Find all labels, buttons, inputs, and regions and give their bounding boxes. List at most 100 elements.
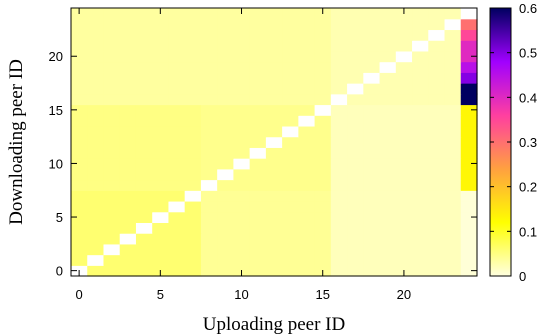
heatmap-cell [331, 19, 348, 30]
heatmap-cell [428, 169, 445, 180]
heatmap-cell [380, 40, 397, 51]
heatmap-cell [87, 29, 104, 40]
heatmap-cell [315, 104, 332, 115]
heatmap-cell [217, 104, 234, 115]
heatmap-cell [152, 190, 169, 201]
heatmap-cell [233, 19, 250, 30]
heatmap-cell [445, 265, 462, 276]
heatmap-cell [461, 94, 478, 105]
heatmap-cell [315, 29, 332, 40]
y-tick-label: 0 [56, 264, 63, 279]
heatmap-cell [412, 94, 429, 105]
heatmap-cell [461, 72, 478, 83]
heatmap-cell [217, 19, 234, 30]
heatmap-cell [363, 104, 380, 115]
heatmap-cell [168, 104, 185, 115]
heatmap-cell [396, 83, 413, 94]
heatmap-cell [233, 94, 250, 105]
heatmap-cell [233, 169, 250, 180]
heatmap-cell [428, 126, 445, 137]
heatmap-cell [428, 212, 445, 223]
heatmap-cell [120, 147, 137, 158]
heatmap-cell [331, 126, 348, 137]
heatmap-cell [266, 255, 283, 266]
heatmap-cell [120, 62, 137, 73]
heatmap-cell [233, 40, 250, 51]
heatmap-cell [428, 233, 445, 244]
heatmap-cell [412, 212, 429, 223]
heatmap-cell [185, 126, 202, 137]
heatmap-cell [380, 104, 397, 115]
heatmap-cell [266, 233, 283, 244]
heatmap-cell [71, 169, 88, 180]
heatmap-cell [282, 180, 299, 191]
heatmap-cell [363, 169, 380, 180]
heatmap-cell [461, 147, 478, 158]
heatmap-cell [315, 62, 332, 73]
heatmap-cell [266, 72, 283, 83]
heatmap-cell [136, 158, 153, 169]
heatmap-cell [331, 115, 348, 126]
heatmap-cell [282, 51, 299, 62]
heatmap-cell [152, 62, 169, 73]
heatmap-cell [412, 147, 429, 158]
heatmap-cell [363, 212, 380, 223]
heatmap-cell [87, 201, 104, 212]
heatmap-cell [266, 190, 283, 201]
heatmap-cell [152, 19, 169, 30]
heatmap-cell [233, 180, 250, 191]
heatmap-cell [217, 222, 234, 233]
heatmap-cell [331, 72, 348, 83]
heatmap-cell [185, 244, 202, 255]
heatmap-cell [136, 51, 153, 62]
heatmap-cell [445, 51, 462, 62]
heatmap-cell [298, 180, 315, 191]
heatmap-cell [428, 115, 445, 126]
y-axis-label: Downloading peer ID [6, 59, 27, 225]
heatmap-cell [347, 62, 364, 73]
heatmap-cell [233, 72, 250, 83]
heatmap-cell [71, 233, 88, 244]
heatmap-cell [266, 169, 283, 180]
heatmap-cell [428, 62, 445, 73]
heatmap-cell [412, 158, 429, 169]
heatmap-cell [201, 104, 218, 115]
heatmap-cell [298, 212, 315, 223]
heatmap-cell [347, 137, 364, 148]
heatmap-cell [217, 212, 234, 223]
heatmap-cell [282, 201, 299, 212]
heatmap-cell [185, 62, 202, 73]
heatmap-cell [201, 83, 218, 94]
heatmap-cell [201, 8, 218, 19]
heatmap-cell [282, 244, 299, 255]
heatmap-cell [250, 222, 267, 233]
heatmap-cell [152, 72, 169, 83]
heatmap-cell [266, 83, 283, 94]
heatmap-cell [103, 72, 120, 83]
heatmap-cell [136, 137, 153, 148]
heatmap-cell [315, 158, 332, 169]
heatmap-cell [396, 147, 413, 158]
heatmap-cell [103, 233, 120, 244]
heatmap-cell [120, 180, 137, 191]
heatmap-cell [282, 62, 299, 73]
heatmap-cell [315, 190, 332, 201]
heatmap-cell [282, 104, 299, 115]
heatmap-cell [201, 29, 218, 40]
heatmap-cell [266, 115, 283, 126]
heatmap-cell [152, 94, 169, 105]
heatmap-cell [201, 115, 218, 126]
heatmap-cell [315, 126, 332, 137]
heatmap-cell [120, 233, 137, 244]
heatmap-cell [103, 104, 120, 115]
heatmap-cell [461, 137, 478, 148]
heatmap-cell [185, 83, 202, 94]
heatmap-cell [168, 255, 185, 266]
heatmap-cell [331, 147, 348, 158]
heatmap-cell [185, 233, 202, 244]
heatmap-cell [87, 19, 104, 30]
heatmap-cell [120, 169, 137, 180]
heatmap-cell [445, 40, 462, 51]
heatmap-cell [120, 137, 137, 148]
heatmap-cell [396, 244, 413, 255]
